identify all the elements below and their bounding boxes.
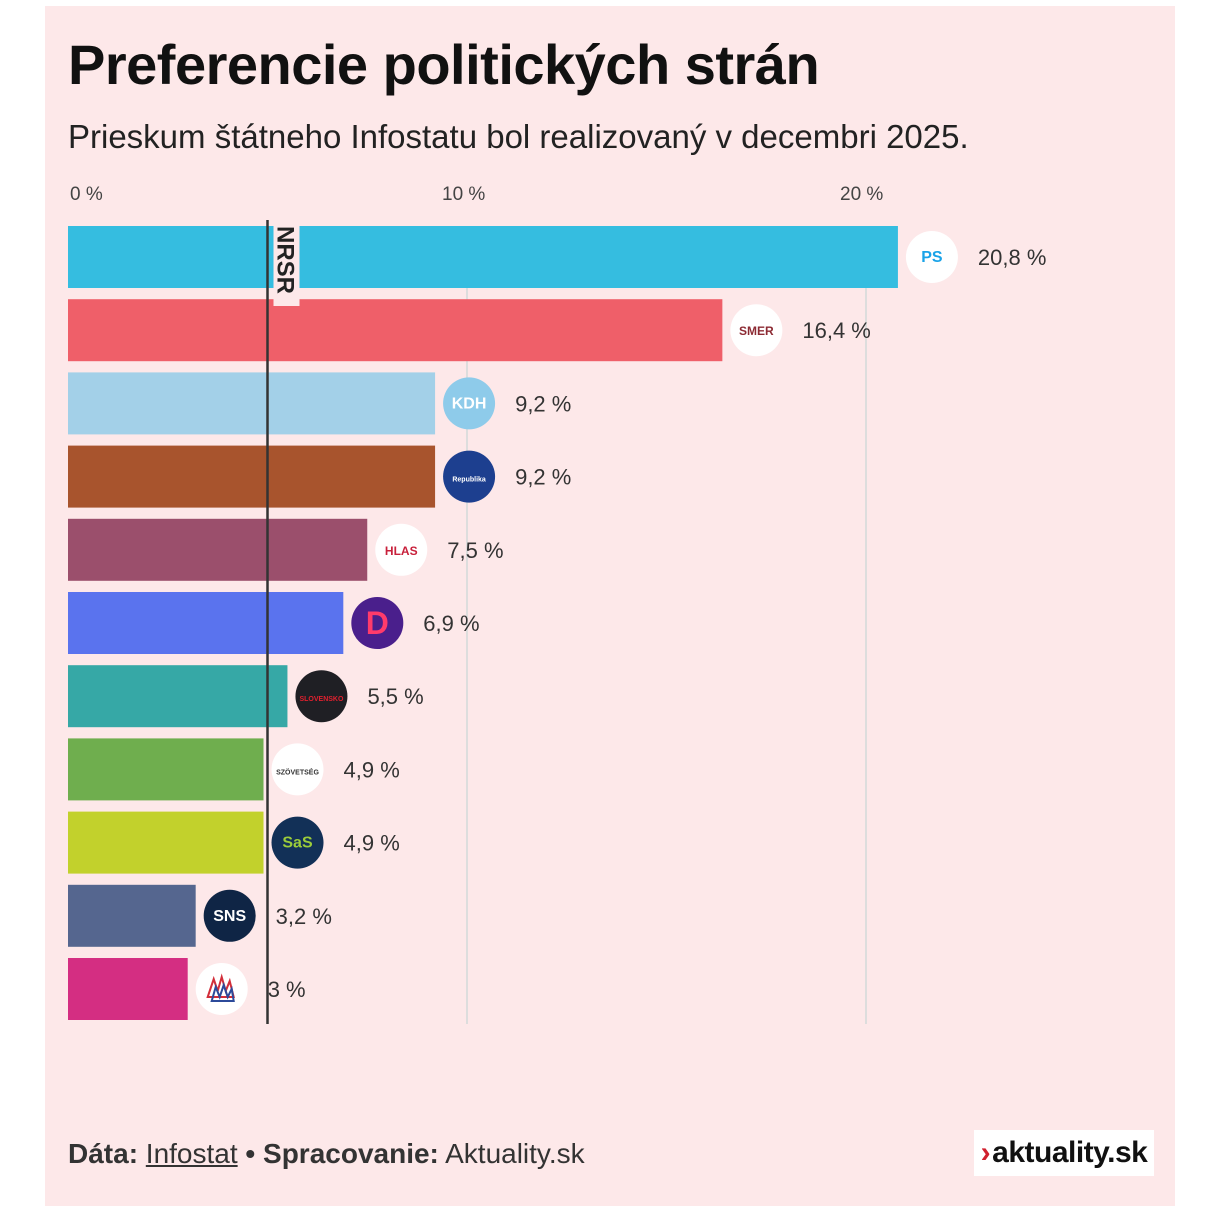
sns-logo-icon: SNS xyxy=(203,889,256,942)
x-tick-label-10: 10 % xyxy=(442,184,486,205)
footer-separator: • xyxy=(245,1138,256,1169)
bar-sns xyxy=(68,884,196,947)
logo-text: PS xyxy=(921,249,943,266)
bar-hlas xyxy=(68,518,368,581)
logo-text: Republika xyxy=(452,477,486,484)
bar-ps xyxy=(68,226,898,288)
logo-text: KDH xyxy=(452,395,487,412)
kdh-logo-icon: KDH xyxy=(443,377,496,430)
hlas-logo-icon: HLAS xyxy=(375,523,428,576)
bar-sz-vets-g xyxy=(68,738,264,801)
x-tick-label-0: 0 % xyxy=(70,184,103,205)
bar-ma-arsk-aliancia-ruky xyxy=(68,958,188,1020)
chevron-right-icon: › xyxy=(980,1136,991,1169)
bar-sas xyxy=(68,811,264,874)
logo-circle xyxy=(271,816,324,869)
footer-source: Dáta: Infostat • Spracovanie: Aktuality.… xyxy=(68,1138,585,1170)
bar-smer xyxy=(68,299,723,362)
logo-text: SLOVENSKO xyxy=(299,696,344,703)
bar-republika xyxy=(68,445,436,508)
logo-text: SZÖVETSÉG xyxy=(276,767,319,776)
republika-logo-icon: Republika xyxy=(443,450,496,503)
value-label: 4,9 % xyxy=(344,831,400,856)
smer-logo-icon: SMER xyxy=(730,304,783,357)
bar-hnutie-slovensko xyxy=(68,665,288,728)
x-tick-label-20: 20 % xyxy=(840,184,884,205)
value-label: 4,9 % xyxy=(344,757,400,782)
logo-text: SMER xyxy=(739,324,774,338)
logo-circle xyxy=(271,743,324,796)
footer-data-source-link[interactable]: Infostat xyxy=(145,1138,238,1169)
ps-logo-icon: PS xyxy=(905,231,958,283)
logo-circle xyxy=(730,304,783,357)
value-label: 5,5 % xyxy=(367,684,423,709)
hands-logo-icon xyxy=(195,963,248,1015)
logo-circle xyxy=(203,889,256,942)
demokrati-logo-icon: D xyxy=(351,597,404,649)
logo-circle xyxy=(375,523,428,576)
chart-subtitle: Prieskum štátneho Infostatu bol realizov… xyxy=(68,118,969,155)
aktuality-logo[interactable]: › aktuality.sk xyxy=(974,1130,1154,1176)
brand-name: aktuality.sk xyxy=(992,1136,1148,1169)
bar-demokrati xyxy=(68,592,344,654)
footer-processing-value: Aktuality.sk xyxy=(445,1138,585,1169)
footer-data-label: Dáta: xyxy=(68,1138,139,1169)
nrsr-label-background xyxy=(273,222,300,306)
value-label: 3 % xyxy=(268,977,306,1002)
footer-processing-label: Spracovanie: xyxy=(263,1138,439,1169)
nrsr-label: NRSR xyxy=(272,226,299,294)
value-label: 20,8 % xyxy=(978,245,1046,270)
logo-circle xyxy=(295,670,348,723)
value-label: 3,2 % xyxy=(276,904,332,929)
chart-title: Preferencie politických strán xyxy=(68,33,820,96)
logo-text: SNS xyxy=(213,908,246,925)
logo-circle xyxy=(443,377,496,430)
logo-circle xyxy=(443,450,496,503)
szovetseg-logo-icon: SZÖVETSÉG xyxy=(271,743,324,796)
logo-text: HLAS xyxy=(385,544,418,558)
value-label: 16,4 % xyxy=(802,318,871,343)
logo-circle xyxy=(905,231,958,283)
value-label: 7,5 % xyxy=(447,538,503,563)
logo-circle xyxy=(351,597,404,649)
logo-text: SaS xyxy=(282,835,313,852)
value-label: 6,9 % xyxy=(423,611,479,636)
hnutie-slovensko-logo-icon: SLOVENSKO xyxy=(295,670,348,723)
value-label: 9,2 % xyxy=(515,391,571,416)
value-label: 9,2 % xyxy=(515,465,571,490)
bar-kdh xyxy=(68,372,436,435)
logo-text: D xyxy=(366,605,389,641)
hand-shape xyxy=(210,981,235,1002)
sas-logo-icon: SaS xyxy=(271,816,324,869)
